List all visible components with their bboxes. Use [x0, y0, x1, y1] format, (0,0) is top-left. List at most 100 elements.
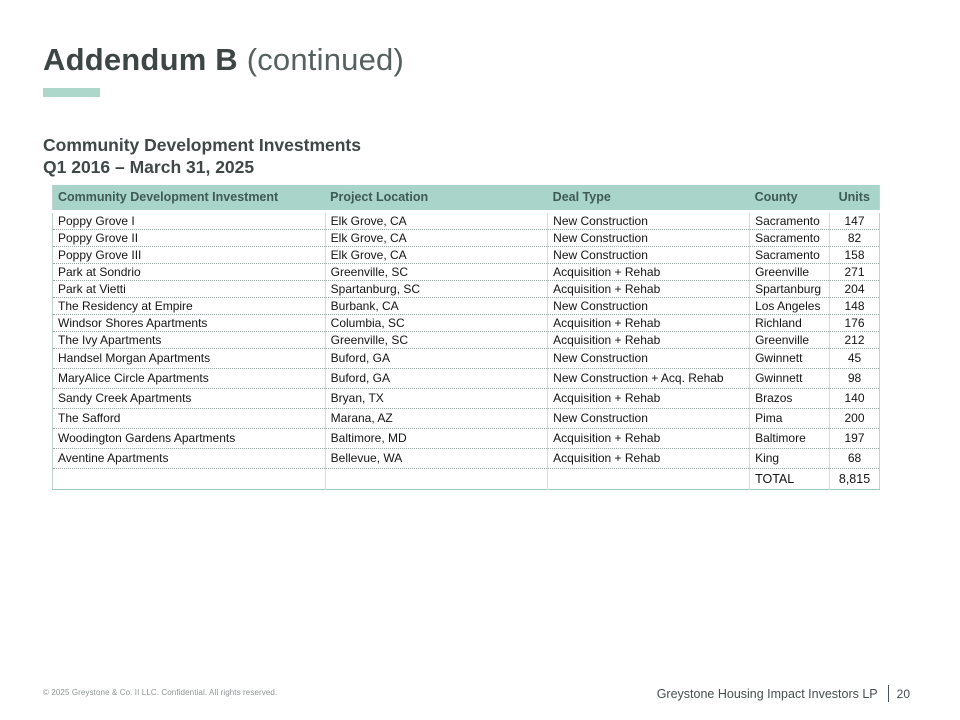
table-cell: New Construction — [547, 296, 750, 314]
table-cell: Sandy Creek Apartments — [52, 387, 326, 408]
table-cell: Bellevue, WA — [324, 447, 548, 468]
table-cell: Marana, AZ — [324, 407, 548, 428]
table-row: The Safford Marana, AZ New Construction Pim… — [52, 407, 880, 428]
table-cell: Pima — [749, 407, 830, 428]
table-cell: Poppy Grove II — [52, 228, 326, 246]
table-cell: Windsor Shores Apartments — [52, 313, 326, 331]
col-header-investment: Community Development Investment — [52, 185, 326, 213]
table-cell: 200 — [829, 407, 880, 428]
table-cell: Buford, GA — [324, 347, 548, 368]
page-title-suffix: (continued) — [237, 42, 404, 77]
table-cell: Acquisition + Rehab — [547, 313, 750, 331]
table-row: Woodington Gardens Apartments Baltimore, … — [52, 427, 880, 448]
table-cell: Spartanburg — [749, 279, 830, 297]
table-header-row: Community Development Investment Project… — [52, 185, 880, 213]
table-cell: Gwinnett — [749, 347, 830, 368]
table-cell: New Construction — [547, 245, 750, 263]
table-cell: Brazos — [749, 387, 830, 408]
table-cell: Aventine Apartments — [52, 447, 326, 468]
table-cell: New Construction — [547, 210, 750, 229]
table-cell: 176 — [829, 313, 880, 331]
table-cell — [324, 467, 548, 489]
table-caption: Community Development Investments Q1 201… — [43, 135, 361, 178]
table-cell: Burbank, CA — [324, 296, 548, 314]
col-header-location: Project Location — [325, 185, 548, 213]
page-number: 20 — [896, 686, 910, 701]
table-cell: Acquisition + Rehab — [547, 262, 750, 280]
table-row: Park at Sondrio Greenville, SC Acquisition… — [52, 262, 880, 280]
table-row: MaryAlice Circle Apartments Buford, GA New… — [52, 367, 880, 388]
table-cell: Gwinnett — [749, 367, 830, 388]
table-cell: 98 — [829, 367, 880, 388]
table-cell: 147 — [829, 210, 880, 229]
table-cell: Elk Grove, CA — [324, 210, 548, 229]
table-body: Poppy Grove I Elk Grove, CA New Constructi… — [52, 210, 880, 489]
table-cell: Buford, GA — [324, 367, 548, 388]
caption-line-2: Q1 2016 – March 31, 2025 — [43, 156, 255, 177]
table-cell: Baltimore, MD — [324, 427, 548, 448]
caption-line-1: Community Development Investments — [43, 135, 361, 155]
table-cell: Poppy Grove I — [52, 210, 326, 229]
table-total-row: TOTAL 8,815 — [52, 467, 880, 489]
table-cell: Greenville — [749, 262, 830, 280]
total-label: TOTAL — [749, 467, 830, 489]
table-cell: Richland — [749, 313, 830, 331]
table-cell: Sacramento — [749, 228, 830, 246]
table-cell — [547, 467, 750, 489]
table-cell: Greenville — [749, 330, 830, 348]
table-row: The Residency at Empire Burbank, CA New Co… — [52, 296, 880, 314]
table-cell: Sacramento — [749, 245, 830, 263]
table-row: Handsel Morgan Apartments Buford, GA New C… — [52, 347, 880, 368]
table-cell: New Construction — [547, 407, 750, 428]
table-cell: Bryan, TX — [324, 387, 548, 408]
page-title-main: Addendum B — [43, 42, 238, 77]
company-name: Greystone Housing Impact Investors LP — [656, 686, 878, 701]
copyright-text: © 2025 Greystone & Co. II LLC. Confident… — [43, 688, 278, 697]
col-header-county: County — [749, 185, 830, 213]
table-cell: Elk Grove, CA — [324, 245, 548, 263]
table-cell: Acquisition + Rehab — [547, 279, 750, 297]
table-row: Poppy Grove III Elk Grove, CA New Construc… — [52, 245, 880, 263]
accent-bar — [43, 88, 100, 97]
table-cell: Elk Grove, CA — [324, 228, 548, 246]
page-number-divider — [887, 685, 889, 702]
table-cell: 271 — [829, 262, 880, 280]
table-row: Poppy Grove I Elk Grove, CA New Constructi… — [52, 210, 880, 229]
page-title: Addendum B (continued) — [43, 42, 404, 78]
table-cell: Spartanburg, SC — [324, 279, 548, 297]
investments-table: Community Development Investment Project… — [52, 185, 880, 490]
table-cell: Acquisition + Rehab — [547, 387, 750, 408]
table-cell: Acquisition + Rehab — [547, 447, 750, 468]
table-cell: Greenville, SC — [324, 262, 548, 280]
table-cell — [52, 467, 326, 489]
col-header-units: Units — [829, 185, 880, 213]
table-row: Park at Vietti Spartanburg, SC Acquisition… — [52, 279, 880, 297]
table-cell: Sacramento — [749, 210, 830, 229]
table-cell: 204 — [829, 279, 880, 297]
table-cell: King — [749, 447, 830, 468]
table-cell: New Construction + Acq. Rehab — [547, 367, 750, 388]
table-cell: The Residency at Empire — [52, 296, 326, 314]
table-cell: Poppy Grove III — [52, 245, 326, 263]
table-cell: Park at Vietti — [52, 279, 326, 297]
col-header-deal-type: Deal Type — [547, 185, 750, 213]
table-cell: 148 — [829, 296, 880, 314]
footer-right: Greystone Housing Impact Investors LP 20 — [657, 685, 910, 702]
table-cell: The Safford — [52, 407, 326, 428]
table-cell: 197 — [829, 427, 880, 448]
table-cell: Baltimore — [749, 427, 830, 448]
table-cell: 82 — [829, 228, 880, 246]
table-row: The Ivy Apartments Greenville, SC Acquisit… — [52, 330, 880, 348]
table-row: Poppy Grove II Elk Grove, CA New Construct… — [52, 228, 880, 246]
table-row: Sandy Creek Apartments Bryan, TX Acquisiti… — [52, 387, 880, 408]
table-row: Windsor Shores Apartments Columbia, SC Acq… — [52, 313, 880, 331]
table-cell: New Construction — [547, 347, 750, 368]
table-cell: The Ivy Apartments — [52, 330, 326, 348]
table-cell: Columbia, SC — [324, 313, 548, 331]
table-row: Aventine Apartments Bellevue, WA Acquisiti… — [52, 447, 880, 468]
table-cell: Los Angeles — [749, 296, 830, 314]
table-cell: 140 — [829, 387, 880, 408]
table-cell: Handsel Morgan Apartments — [52, 347, 326, 368]
table-cell: 158 — [829, 245, 880, 263]
